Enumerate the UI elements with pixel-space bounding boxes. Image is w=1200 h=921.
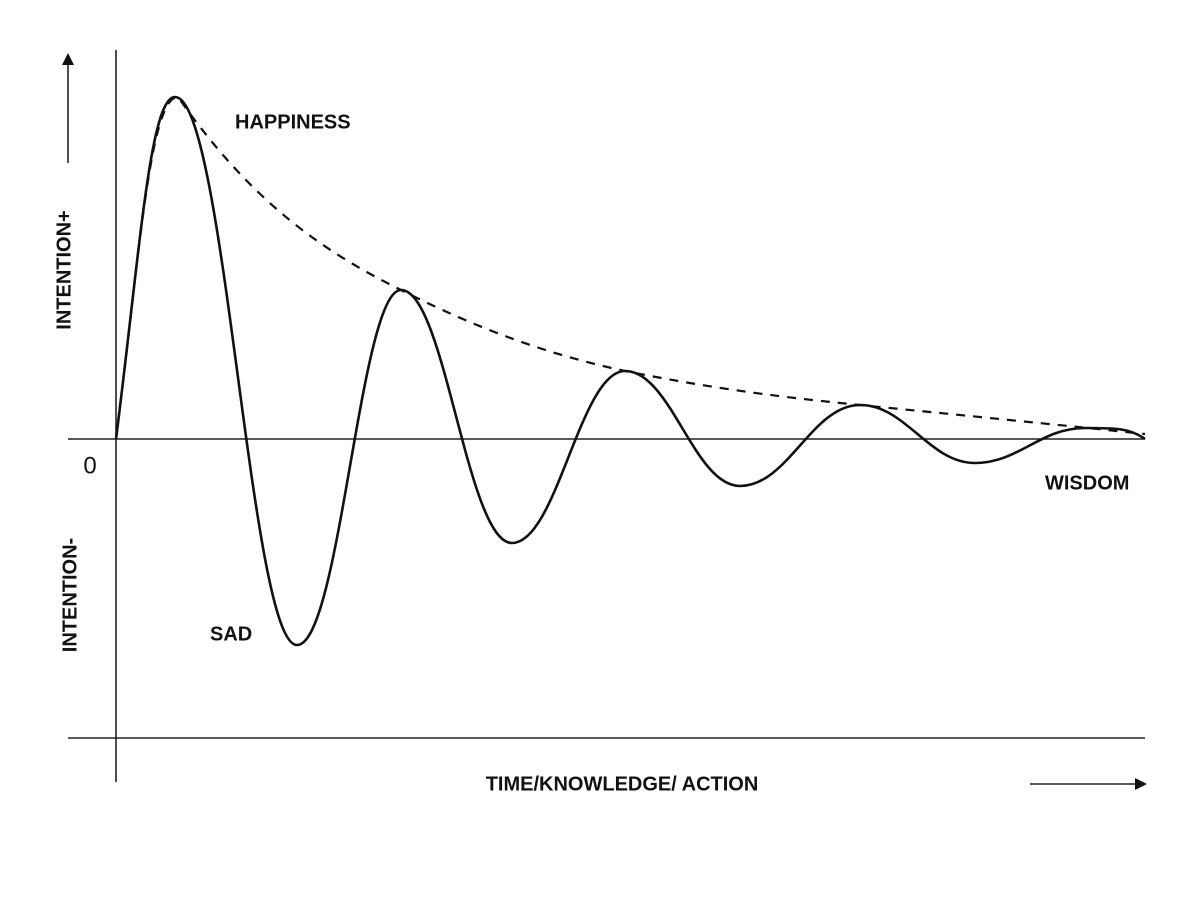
sad-label: SAD [210,623,252,645]
oscillation-curve [114,95,1146,647]
x-axis-label: TIME/KNOWLEDGE/ ACTION [486,773,759,795]
happiness-label: HAPPINESS [235,111,351,133]
wisdom-label: WISDOM [1045,472,1129,494]
y-negative-label: INTENTION- [59,538,81,652]
y-positive-label: INTENTION+ [53,210,75,329]
envelope-curve [114,95,1146,440]
origin-label: 0 [83,452,96,479]
